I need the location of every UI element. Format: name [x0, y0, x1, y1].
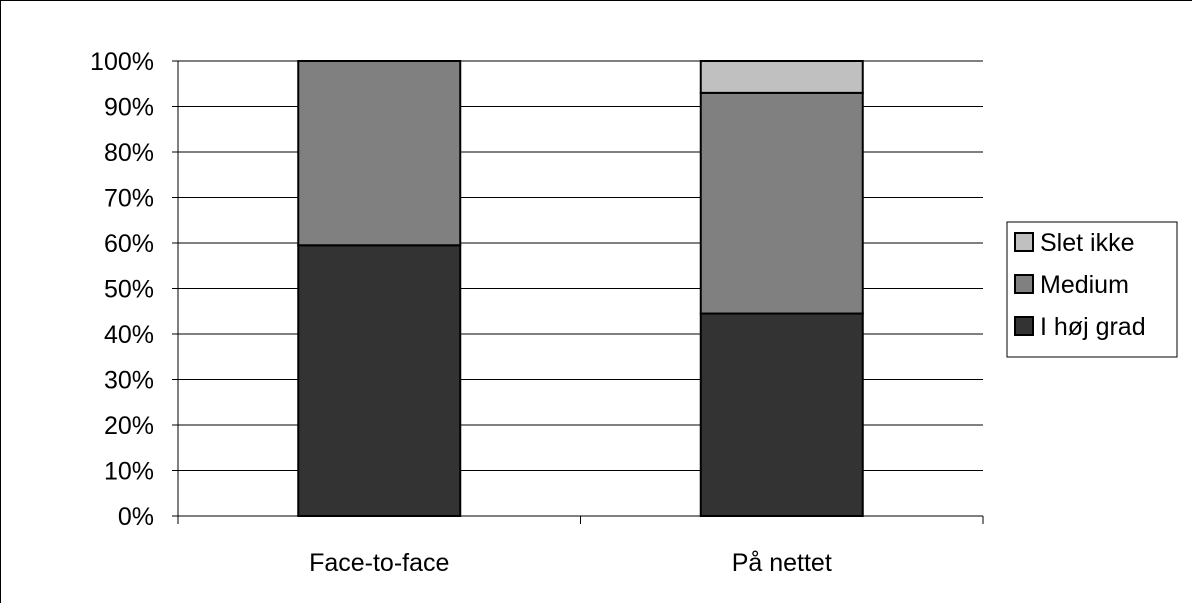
bar-segment: [699, 312, 864, 517]
axes: [172, 60, 984, 524]
legend-label: Slet ikke: [1040, 229, 1134, 257]
bar-segment: [699, 91, 864, 315]
x-tick-label: Face-to-face: [309, 549, 449, 577]
bars: [297, 60, 864, 517]
legend-swatch: [1014, 316, 1034, 336]
y-tick-label: 30%: [104, 367, 154, 395]
legend-label: Medium: [1040, 271, 1129, 299]
y-tick-label: 80%: [104, 139, 154, 167]
y-tick-label: 90%: [104, 94, 154, 122]
x-axis-tick-labels: Face-to-face På nettet: [309, 549, 832, 577]
y-tick-label: 50%: [104, 276, 154, 304]
y-tick-label: 70%: [104, 185, 154, 213]
y-tick-label: 20%: [104, 412, 154, 440]
x-tick-label: På nettet: [732, 549, 832, 577]
y-tick-label: 100%: [90, 48, 154, 76]
legend: Slet ikke Medium I høj grad: [1006, 221, 1178, 358]
legend-box: [1006, 221, 1178, 358]
legend-swatch: [1014, 274, 1034, 294]
legend-label: I høj grad: [1040, 313, 1146, 341]
bar-segment: [297, 244, 462, 517]
y-tick-label: 10%: [104, 458, 154, 486]
y-tick-label: 40%: [104, 321, 154, 349]
y-tick-label: 60%: [104, 230, 154, 258]
bar-segment: [297, 60, 462, 247]
y-axis-tick-labels: 0% 10% 20% 30% 40% 50% 60% 70% 80% 90% 100%: [90, 48, 154, 531]
legend-swatch: [1014, 232, 1034, 252]
y-tick-label: 0%: [118, 503, 154, 531]
bar-segment: [699, 60, 864, 94]
